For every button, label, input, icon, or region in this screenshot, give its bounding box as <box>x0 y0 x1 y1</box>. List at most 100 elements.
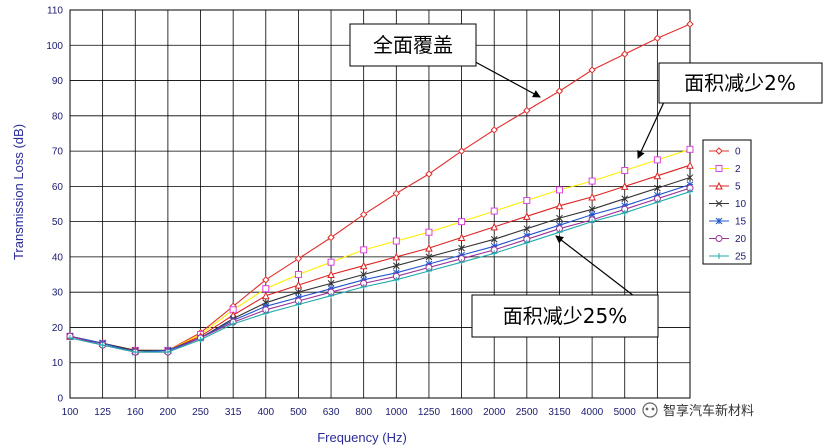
point-10-6300 <box>654 184 661 192</box>
point-0-630 <box>327 233 335 242</box>
point-5-2500 <box>523 212 531 220</box>
legend-entry-2: 2 <box>709 164 741 175</box>
point-25-2000 <box>491 250 498 257</box>
y-tick-label-10: 10 <box>52 358 64 369</box>
series-25 <box>67 188 693 356</box>
point-5-1000 <box>392 252 401 261</box>
point-2-630 <box>327 258 335 266</box>
legend-marker-0 <box>715 147 723 155</box>
point-25-1000 <box>393 276 400 283</box>
point-0-400 <box>262 276 270 284</box>
point-2-2500 <box>523 196 531 204</box>
annotation-box-reduce-2 <box>658 62 823 104</box>
point-10-630 <box>327 280 335 287</box>
point-0-3150 <box>555 87 564 95</box>
point-5-400 <box>261 291 270 300</box>
x-tick-label-250: 250 <box>192 407 209 418</box>
annotation-arrow-full-coverage <box>467 57 541 98</box>
point-5-2000 <box>490 222 499 231</box>
point-0-1600 <box>457 147 466 155</box>
annotation-box-reduce-25 <box>471 294 659 338</box>
y-tick-label-80: 80 <box>52 111 64 122</box>
series-line-15 <box>69 184 691 353</box>
point-25-500 <box>295 301 302 308</box>
point-0-800 <box>359 210 368 219</box>
point-15-2500 <box>523 232 531 240</box>
point-15-6300 <box>654 191 661 199</box>
point-25-125 <box>99 342 106 349</box>
point-2-1600 <box>458 218 466 226</box>
legend-entry-20: 20 <box>709 234 747 245</box>
point-10-800 <box>360 271 368 278</box>
x-tick-label-4000: 4000 <box>581 407 604 418</box>
point-2-3150 <box>555 186 563 194</box>
legend-marker-15 <box>715 217 723 225</box>
x-tick-label-630: 630 <box>323 407 340 418</box>
y-tick-label-40: 40 <box>52 252 64 263</box>
point-15-2000 <box>490 242 498 250</box>
annotation-box-full-coverage <box>349 23 477 67</box>
y-tick-label-70: 70 <box>52 147 64 158</box>
point-25-250 <box>197 336 204 343</box>
legend-label-10: 10 <box>735 199 747 210</box>
point-5-500 <box>294 281 303 289</box>
point-10-1250 <box>425 253 433 261</box>
point-25-1600 <box>458 259 465 266</box>
point-2-4000 <box>588 177 596 185</box>
point-5-6300 <box>653 171 662 180</box>
point-5-5000 <box>620 182 629 190</box>
point-2-800 <box>360 246 368 254</box>
x-tick-label-5000: 5000 <box>614 407 637 418</box>
point-25-6300 <box>654 199 661 206</box>
x-tick-label-100: 100 <box>62 407 79 418</box>
point-0-500 <box>294 254 303 263</box>
point-25-8000 <box>687 188 693 195</box>
legend-marker-2 <box>715 165 723 172</box>
legend-marker-5 <box>715 181 723 190</box>
point-15-4000 <box>588 211 596 218</box>
point-0-2500 <box>523 106 531 115</box>
plot-frame <box>69 9 691 399</box>
y-tick-label-60: 60 <box>52 182 64 193</box>
legend-marker-25 <box>716 253 722 259</box>
watermark-text: 智享汽车新材料 <box>663 403 754 419</box>
point-0-6300 <box>653 34 662 42</box>
point-0-5000 <box>621 50 629 58</box>
point-5-1250 <box>425 243 433 252</box>
point-25-160 <box>132 349 139 356</box>
x-tick-label-125: 125 <box>94 407 111 418</box>
watermark-logo-icon-inner-2 <box>651 407 655 411</box>
point-0-1000 <box>392 189 401 198</box>
point-2-1000 <box>392 237 400 245</box>
legend-label-25: 25 <box>735 252 747 263</box>
x-tick-label-3150: 3150 <box>548 407 571 418</box>
x-tick-label-200: 200 <box>160 407 177 418</box>
point-2-6300 <box>653 156 661 164</box>
point-25-200 <box>164 349 171 356</box>
legend-label-5: 5 <box>735 182 741 193</box>
point-15-8000 <box>686 181 694 188</box>
y-axis-label: Transmission Loss (dB) <box>11 124 26 260</box>
grid <box>69 9 691 399</box>
point-15-400 <box>262 302 270 310</box>
point-2-500 <box>294 271 302 279</box>
point-10-5000 <box>621 195 629 203</box>
annotations: 全面覆盖 面积减少2% 面积减少25% <box>349 23 823 338</box>
legend-entry-15: 15 <box>709 217 747 228</box>
point-15-5000 <box>621 202 629 210</box>
legend-box <box>702 139 752 265</box>
point-25-400 <box>262 310 269 317</box>
point-10-1000 <box>392 262 400 270</box>
point-15-500 <box>295 294 302 301</box>
x-tick-label-315: 315 <box>225 407 242 418</box>
legend-entry-5: 5 <box>709 182 741 193</box>
point-10-2000 <box>490 235 498 243</box>
point-10-1600 <box>458 244 465 252</box>
x-tick-label-2500: 2500 <box>516 407 539 418</box>
y-tick-label-100: 100 <box>46 41 63 52</box>
legend-marker-10 <box>715 200 723 207</box>
point-25-2500 <box>523 239 530 246</box>
y-tick-label-50: 50 <box>52 217 64 228</box>
y-tick-label-30: 30 <box>52 288 64 299</box>
point-2-1250 <box>425 228 433 236</box>
